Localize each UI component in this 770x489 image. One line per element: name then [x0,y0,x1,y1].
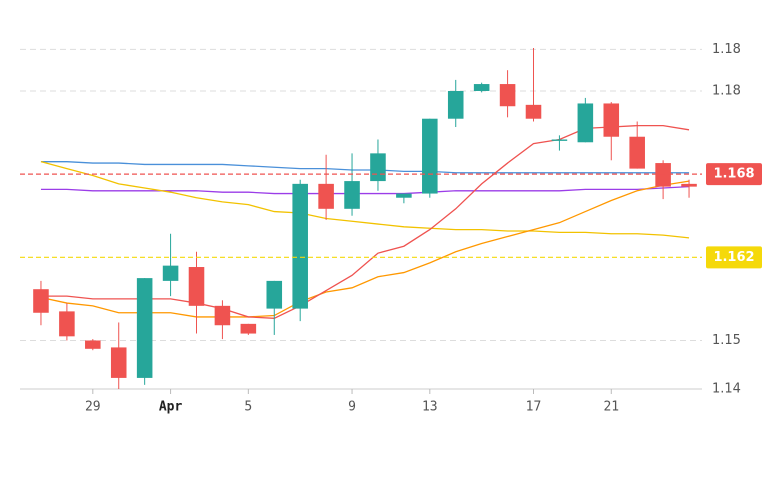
candle-body [603,103,620,137]
candle-body [447,90,464,119]
candle-body [33,289,49,313]
x-tick-label: 13 [422,400,438,415]
candle-body [292,183,308,309]
candle-body [577,103,594,143]
candle-body [629,136,645,169]
candle-body [422,118,438,194]
y-tick-label: 1.14 [712,382,741,397]
x-tick-label: 21 [603,400,619,415]
x-tick-label: Apr [159,400,183,415]
candle-body [240,323,257,334]
moving-average-line [40,185,690,195]
candle-body [370,153,386,182]
price-label-bg [706,163,762,186]
candle-body [85,340,101,349]
candle-body [655,163,671,187]
candle-body [473,84,490,91]
candle-body [318,183,334,209]
candle-body [499,84,516,107]
candle-body [396,193,412,198]
price-label-bg [706,246,762,269]
candle-body [59,311,75,337]
x-tick-label: 17 [526,400,542,415]
candle-body [110,347,127,378]
candle-body [551,139,568,141]
y-tick-label: 1.15 [712,333,741,348]
candle-body [188,267,205,306]
candle-body [344,181,360,209]
y-tick-label: 1.18 [712,83,741,98]
x-tick-label: 9 [348,400,356,415]
x-tick-label: 29 [85,400,101,415]
y-tick-label: 1.18 [712,42,741,57]
candle-body [214,305,231,326]
candle-body [525,104,542,119]
candle-body [162,265,179,281]
price-label: 1.168 [713,167,754,182]
moving-average-line [40,161,690,174]
price-label: 1.162 [713,250,754,265]
x-tick-label: 5 [244,400,252,415]
moving-average-line [40,161,690,239]
candle-body [136,278,153,378]
candle-body [681,183,697,187]
candle-body [266,280,283,309]
